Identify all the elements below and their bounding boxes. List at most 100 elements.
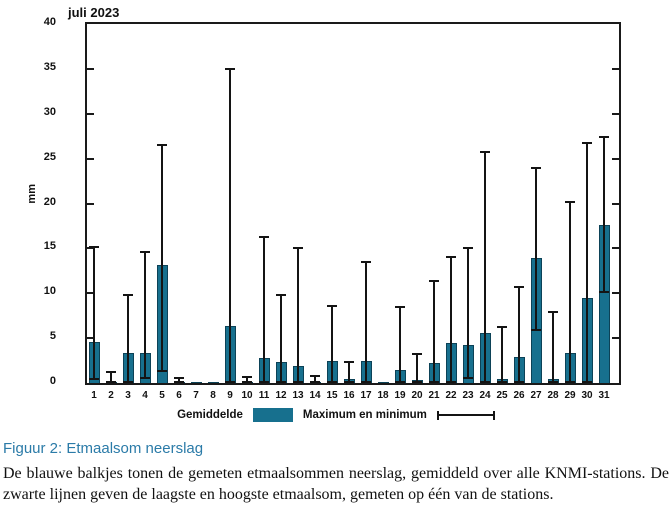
axis-tick [612,292,619,295]
y-tick-label: 40 [43,16,56,28]
whisker-line [297,246,299,383]
whisker-line [144,251,146,380]
whisker-cap-min [225,381,235,383]
whisker-cap-max [463,247,473,250]
whisker-cap-min [446,381,456,383]
whisker-cap-max [565,200,575,203]
axis-tick [612,112,619,115]
whisker-cap-max [361,260,371,263]
x-tick-label: 25 [496,390,508,401]
whisker-cap-min [259,381,269,383]
whisker-cap-max [599,136,609,139]
axis-tick [612,202,619,205]
whisker-cap-max [259,235,269,238]
axis-tick [87,337,94,340]
x-tick-label: 30 [581,390,593,401]
legend-range-whisker-icon [436,410,495,420]
x-tick-label: 10 [241,390,253,401]
whisker-line [280,294,282,383]
x-tick-label: 7 [193,390,199,401]
axis-tick [612,337,619,340]
caption-body: De blauwe balkjes tonen de gemeten etmaa… [3,465,669,503]
x-tick-label: 19 [394,390,406,401]
y-tick-label: 30 [43,105,56,118]
whisker-line [416,353,418,383]
whisker-cap-max [225,67,235,70]
whisker-cap-min [514,381,524,383]
x-tick-label: 5 [159,390,165,401]
whisker-cap-max [412,353,422,356]
whisker-cap-min [157,370,167,373]
x-tick-label: 15 [326,390,338,401]
whisker-cap-min [497,381,507,383]
whisker-cap-max [429,279,439,282]
y-tick-label: 5 [49,330,56,343]
whisker-cap-max [157,144,167,147]
whisker-cap-max [327,304,337,307]
whisker-line [365,260,367,383]
y-tick-label: 10 [43,285,56,298]
whisker-cap-min [531,328,541,331]
y-tick-label: 25 [43,150,56,163]
whisker-line [331,304,333,383]
whisker-cap-min [412,381,422,383]
whisker-cap-min [344,381,354,383]
whisker-line [518,286,520,383]
whisker-cap-min [293,381,303,383]
whisker-cap-max [480,150,490,153]
whisker-cap-max [497,326,507,329]
legend: Gemiddelde Maximum en minimum [0,408,672,422]
whisker-cap-max [582,141,592,144]
x-tick-label: 14 [309,390,321,401]
x-tick-label: 4 [142,390,148,401]
whisker-line [450,255,452,383]
x-tick-label: 28 [547,390,559,401]
whisker-line [603,136,605,294]
whisker-cap-max [106,371,116,374]
whisker-cap-min [463,377,473,380]
whisker-cap-min [174,381,184,383]
whisker-cap-max [276,294,286,297]
whisker-cap-min [395,381,405,383]
whisker-cap-max [514,286,524,289]
x-tick-label: 8 [210,390,216,401]
whisker-cap-max [140,251,150,254]
whisker-cap-max [293,246,303,249]
x-tick-label: 3 [125,390,131,401]
whisker-cap-max [548,311,558,314]
whisker-cap-min [582,381,592,383]
whisker-line [110,371,112,383]
whisker-line [93,245,95,381]
whisker-cap-min [106,381,116,383]
whisker-line [484,150,486,383]
whisker-cap-max [446,255,456,258]
whisker-line [161,144,163,373]
whisker-cap-min [89,378,99,381]
y-tick-label: 15 [43,240,56,253]
whisker-line [569,200,571,383]
plot-canvas [87,24,619,383]
x-tick-label: 2 [108,390,114,401]
whisker-cap-max [174,376,184,379]
whisker-cap-max [395,305,405,308]
bar-day-7 [190,382,202,383]
x-tick-label: 18 [377,390,389,401]
whisker-cap-max [89,245,99,248]
x-tick-label: 23 [462,390,474,401]
x-tick-label: 24 [479,390,491,401]
axis-tick [87,202,94,205]
whisker-cap-max [242,375,252,378]
whisker-cap-max [344,361,354,364]
x-tick-label: 27 [530,390,542,401]
whisker-cap-max [123,294,133,297]
whisker-line [178,376,180,383]
whisker-cap-min [361,381,371,383]
legend-range-label: Maximum en minimum [302,409,427,421]
legend-bar-swatch-icon [252,408,293,422]
x-tick-label: 31 [598,390,610,401]
axis-tick [87,112,94,115]
whisker-cap-min [140,377,150,380]
whisker-line [348,361,350,383]
x-tick-label: 17 [360,390,372,401]
whisker-line [501,326,503,383]
